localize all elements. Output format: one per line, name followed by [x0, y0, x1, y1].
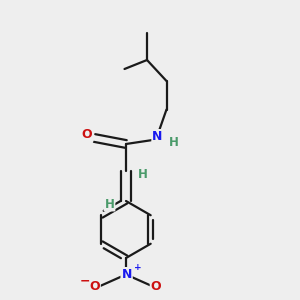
Text: N: N	[152, 130, 163, 143]
Text: H: H	[105, 197, 114, 211]
Text: H: H	[169, 136, 179, 149]
Text: O: O	[151, 280, 161, 293]
Text: −: −	[80, 274, 90, 288]
Text: +: +	[134, 263, 141, 272]
Text: O: O	[89, 280, 100, 293]
Text: H: H	[138, 167, 147, 181]
Text: N: N	[122, 268, 132, 281]
Text: O: O	[82, 128, 92, 142]
